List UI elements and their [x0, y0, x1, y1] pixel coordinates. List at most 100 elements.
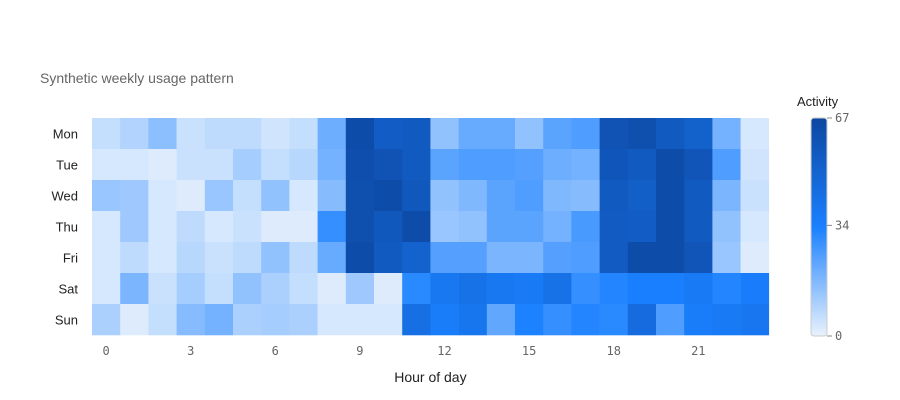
heatmap-cell-mon-17: [571, 118, 600, 150]
heatmap-cell-sun-6: [261, 304, 290, 336]
heatmap-cell-thu-6: [261, 211, 290, 243]
heatmap-cell-wed-8: [317, 180, 347, 212]
chart-title: Synthetic weekly usage pattern: [40, 70, 234, 86]
heatmap-cell-mon-9: [345, 118, 375, 150]
heatmap-cell-thu-1: [120, 211, 149, 243]
heatmap-cell-wed-18: [599, 180, 629, 212]
heatmap-cell-sat-18: [599, 273, 629, 305]
heatmap-cell-mon-1: [120, 118, 149, 150]
x-tick-21: 21: [691, 344, 705, 358]
heatmap-cell-fri-20: [656, 242, 685, 274]
y-tick-thu: Thu: [56, 220, 78, 235]
heatmap-cell-wed-22: [712, 180, 741, 212]
heatmap-cell-wed-15: [515, 180, 544, 212]
heatmap-cell-sat-23: [740, 273, 770, 305]
heatmap-cell-sat-22: [712, 273, 741, 305]
heatmap-cell-fri-11: [402, 242, 431, 274]
heatmap-cell-wed-20: [656, 180, 685, 212]
heatmap-cell-sat-5: [233, 273, 262, 305]
heatmap-cell-wed-19: [627, 180, 657, 212]
heatmap-cell-mon-21: [684, 118, 713, 150]
heatmap-cell-wed-16: [543, 180, 572, 212]
heatmap-cell-sun-18: [599, 304, 629, 336]
heatmap-cell-mon-20: [656, 118, 685, 150]
heatmap-cell-wed-14: [486, 180, 516, 212]
heatmap-cell-fri-15: [515, 242, 544, 274]
heatmap-cell-mon-7: [289, 118, 318, 150]
x-tick-15: 15: [522, 344, 536, 358]
heatmap-cell-sat-20: [656, 273, 685, 305]
heatmap-cell-thu-7: [289, 211, 318, 243]
heatmap-cell-tue-3: [176, 149, 206, 181]
heatmap-cell-sun-5: [233, 304, 262, 336]
heatmap-cell-mon-23: [740, 118, 770, 150]
colorbar: Activity 0 34 67: [797, 94, 849, 343]
heatmap-cell-sun-1: [120, 304, 149, 336]
x-tick-0: 0: [102, 344, 109, 358]
heatmap-cell-wed-2: [148, 180, 177, 212]
x-tick-6: 6: [272, 344, 279, 358]
heatmap-cell-thu-18: [599, 211, 629, 243]
heatmap-cell-sat-14: [486, 273, 516, 305]
heatmap-cell-mon-0: [92, 118, 121, 150]
colorbar-tick-0: 0: [835, 329, 842, 343]
heatmap-cell-wed-11: [402, 180, 431, 212]
heatmap-cell-thu-8: [317, 211, 347, 243]
heatmap-cell-tue-11: [402, 149, 431, 181]
heatmap-cell-sat-4: [204, 273, 234, 305]
heatmap-cell-thu-16: [543, 211, 572, 243]
heatmap-cell-thu-20: [656, 211, 685, 243]
heatmap-cell-wed-5: [233, 180, 262, 212]
heatmap-cell-sat-21: [684, 273, 713, 305]
heatmap-cell-sat-16: [543, 273, 572, 305]
heatmap-cell-tue-13: [458, 149, 488, 181]
heatmap-cell-thu-3: [176, 211, 206, 243]
heatmap-cell-mon-16: [543, 118, 572, 150]
heatmap-cell-tue-17: [571, 149, 600, 181]
x-tick-12: 12: [437, 344, 451, 358]
heatmap-cell-sat-12: [430, 273, 459, 305]
heatmap-cell-tue-15: [515, 149, 544, 181]
heatmap-cell-fri-19: [627, 242, 657, 274]
heatmap-cell-fri-9: [345, 242, 375, 274]
heatmap-cell-fri-14: [486, 242, 516, 274]
heatmap-cell-thu-0: [92, 211, 121, 243]
heatmap-cell-sun-13: [458, 304, 488, 336]
heatmap-cell-fri-5: [233, 242, 262, 274]
heatmap-cell-sun-12: [430, 304, 459, 336]
heatmap-cell-fri-4: [204, 242, 234, 274]
heatmap-cell-wed-0: [92, 180, 121, 212]
heatmap-cell-thu-11: [402, 211, 431, 243]
heatmap-cell-mon-19: [627, 118, 657, 150]
heatmap-cell-sun-7: [289, 304, 318, 336]
heatmap-cell-sun-22: [712, 304, 741, 336]
heatmap-cell-fri-1: [120, 242, 149, 274]
heatmap-cell-mon-4: [204, 118, 234, 150]
heatmap-cell-tue-2: [148, 149, 177, 181]
heatmap-cell-sun-17: [571, 304, 600, 336]
heatmap-cell-mon-12: [430, 118, 459, 150]
heatmap-cell-thu-12: [430, 211, 459, 243]
heatmap-cell-mon-6: [261, 118, 290, 150]
heatmap-cell-tue-23: [740, 149, 770, 181]
heatmap-cell-fri-8: [317, 242, 347, 274]
x-tick-labels: 0 3 6 9 12 15 18 21: [102, 344, 705, 358]
heatmap-cell-tue-10: [374, 149, 403, 181]
heatmap-cell-mon-13: [458, 118, 488, 150]
heatmap-cell-sat-11: [402, 273, 431, 305]
heatmap-cell-fri-2: [148, 242, 177, 274]
heatmap-cell-thu-19: [627, 211, 657, 243]
heatmap-cell-tue-9: [345, 149, 375, 181]
heatmap-cell-tue-21: [684, 149, 713, 181]
x-tick-3: 3: [187, 344, 194, 358]
heatmap-cell-sat-6: [261, 273, 290, 305]
heatmap-cell-tue-14: [486, 149, 516, 181]
heatmap-cell-fri-0: [92, 242, 121, 274]
heatmap-cell-mon-8: [317, 118, 347, 150]
heatmap-cell-sun-11: [402, 304, 431, 336]
heatmap-cell-mon-18: [599, 118, 629, 150]
heatmap-cell-tue-18: [599, 149, 629, 181]
heatmap-cell-wed-6: [261, 180, 290, 212]
heatmap-cell-fri-18: [599, 242, 629, 274]
